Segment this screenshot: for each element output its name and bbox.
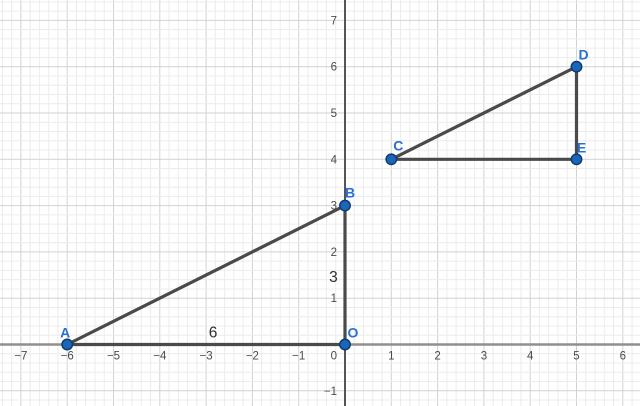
x-tick-label-2: 2 xyxy=(434,351,440,363)
x-tick-label--2: −2 xyxy=(246,351,259,363)
y-tick-label-2: 2 xyxy=(331,247,337,259)
x-tick-label--3: −3 xyxy=(200,351,213,363)
origin-tick-label: 0 xyxy=(331,351,337,363)
segment-CD[interactable] xyxy=(389,65,579,161)
x-tick-label--1: −1 xyxy=(292,351,305,363)
x-tick-label--5: −5 xyxy=(107,351,120,363)
segment-AB[interactable] xyxy=(65,204,347,347)
point-C[interactable] xyxy=(385,153,398,166)
y-tick-label-3: 3 xyxy=(331,201,337,213)
x-tick-label-3: 3 xyxy=(481,351,487,363)
point-A[interactable] xyxy=(61,338,74,351)
y-tick-label-5: 5 xyxy=(331,108,337,120)
point-B[interactable] xyxy=(339,199,351,212)
y-tick-label-1: 1 xyxy=(331,293,337,305)
y-tick-label-6: 6 xyxy=(331,62,337,74)
x-tick-label-1: 1 xyxy=(388,351,394,363)
point-label-C: C xyxy=(393,137,403,153)
point-label-D: D xyxy=(578,47,588,63)
point-label-A: A xyxy=(60,325,70,341)
x-tick-label--4: −4 xyxy=(153,351,167,363)
y-tick-label-7: 7 xyxy=(331,15,337,27)
y-tick-label--1: −1 xyxy=(324,386,337,398)
x-tick-label--7: −7 xyxy=(14,351,27,363)
point-label-B: B xyxy=(345,185,355,201)
point-label-E: E xyxy=(577,139,586,155)
x-tick-label-5: 5 xyxy=(573,351,579,363)
point-O[interactable] xyxy=(339,338,351,351)
y-tick-label-4: 4 xyxy=(331,154,338,166)
point-D[interactable] xyxy=(570,60,583,73)
measure-label-6: 6 xyxy=(209,324,218,341)
point-label-O: O xyxy=(348,325,359,341)
x-tick-label--6: −6 xyxy=(61,351,74,363)
measure-label-3: 3 xyxy=(329,269,338,286)
point-E[interactable] xyxy=(570,153,583,166)
x-tick-label-6: 6 xyxy=(620,351,626,363)
x-tick-label-4: 4 xyxy=(527,351,534,363)
